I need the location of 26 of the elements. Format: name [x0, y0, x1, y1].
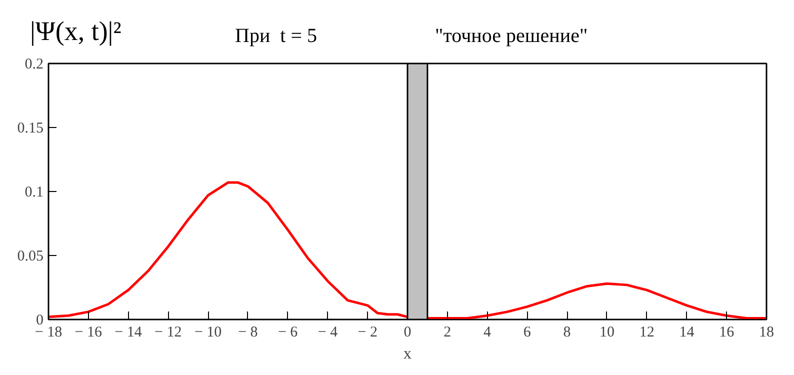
chart-subtitle: При t = 5	[235, 24, 317, 49]
x-tick-label: 18	[759, 324, 774, 340]
x-axis-title: x	[404, 346, 412, 362]
x-tick-label: 14	[679, 324, 695, 340]
chart-title: |Ψ(x, t)|²	[30, 15, 122, 48]
x-tick-label: − 4	[318, 324, 338, 340]
x-tick-label: − 14	[114, 324, 142, 340]
x-tick-label: − 2	[358, 324, 378, 340]
x-tick-label: − 16	[74, 324, 102, 340]
x-tick-label: 2	[444, 324, 452, 340]
x-tick-label: 10	[599, 324, 614, 340]
y-tick-label: 0.05	[17, 248, 44, 264]
x-tick-label: 12	[639, 324, 654, 340]
x-tick-label: 8	[563, 324, 571, 340]
x-tick-label: 0	[404, 324, 412, 340]
x-tick-label: − 10	[194, 324, 222, 340]
text: "точное решение"	[435, 24, 588, 49]
x-tick-label: 6	[523, 324, 532, 340]
x-tick-label: − 12	[154, 324, 182, 340]
y-tick-label: 0.1	[24, 184, 44, 200]
y-tick-label: 0.2	[24, 56, 44, 72]
x-tick-label: − 6	[278, 324, 298, 340]
x-tick-label: − 8	[238, 324, 258, 340]
x-tick-label: 4	[484, 324, 492, 340]
y-tick-label: 0.15	[17, 120, 44, 136]
x-tick-label: 16	[719, 324, 735, 340]
